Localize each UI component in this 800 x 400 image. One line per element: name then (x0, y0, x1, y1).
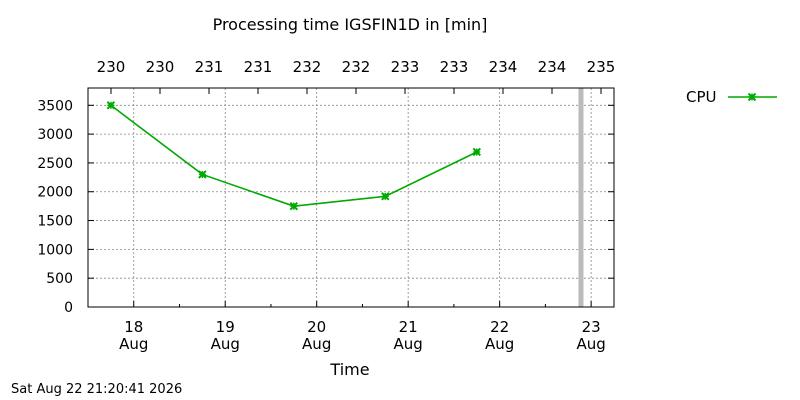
y-tick-label: 2500 (37, 156, 73, 172)
data-point (472, 147, 481, 157)
top-tick-label: 233 (391, 58, 420, 76)
x-tick-label-day: 18 (124, 318, 143, 336)
x-tick-label-month: Aug (394, 335, 423, 353)
y-tick-label: 1500 (37, 214, 73, 230)
axes: 050010001500200025003000350018Aug19Aug20… (37, 58, 615, 353)
chart-title: Processing time IGSFIN1D in [min] (213, 15, 488, 34)
x-tick-label-month: Aug (119, 335, 148, 353)
series-line-cpu (110, 104, 478, 207)
top-tick-label: 233 (440, 58, 469, 76)
top-tick-label: 234 (538, 58, 567, 76)
y-tick-label: 0 (64, 300, 73, 316)
top-tick-label: 235 (587, 58, 616, 76)
legend-label: CPU (686, 88, 717, 106)
y-tick-label: 3000 (37, 127, 73, 143)
top-tick-label: 231 (244, 58, 273, 76)
x-tick-label-month: Aug (211, 335, 240, 353)
x-tick-label-day: 19 (216, 318, 235, 336)
x-tick-label-day: 20 (307, 318, 326, 336)
top-tick-label: 232 (293, 58, 322, 76)
top-tick-label: 230 (97, 58, 126, 76)
x-tick-label-month: Aug (485, 335, 514, 353)
plot-frame (87, 87, 615, 308)
top-tick-label: 231 (195, 58, 224, 76)
grid-lines (88, 88, 614, 308)
series-layer (106, 101, 481, 211)
data-point (289, 201, 299, 211)
timestamp: Sat Aug 22 21:20:41 2026 (11, 382, 183, 397)
x-tick-label-month: Aug (576, 335, 605, 353)
y-tick-label: 500 (46, 271, 73, 287)
x-tick-label-day: 23 (582, 318, 601, 336)
x-tick-label-day: 22 (490, 318, 509, 336)
data-point (198, 170, 207, 179)
top-tick-label: 232 (342, 58, 371, 76)
top-tick-label: 230 (146, 58, 175, 76)
legend: CPU (686, 88, 777, 106)
data-point (106, 101, 116, 110)
x-axis-label: Time (329, 360, 369, 379)
x-tick-label-month: Aug (302, 335, 331, 353)
legend-marker (747, 92, 757, 102)
x-tick-label-day: 21 (399, 318, 418, 336)
data-point (381, 192, 390, 201)
top-tick-label: 234 (489, 58, 518, 76)
y-tick-label: 1000 (37, 242, 73, 258)
y-tick-label: 3500 (37, 98, 73, 114)
y-tick-label: 2000 (37, 185, 73, 201)
